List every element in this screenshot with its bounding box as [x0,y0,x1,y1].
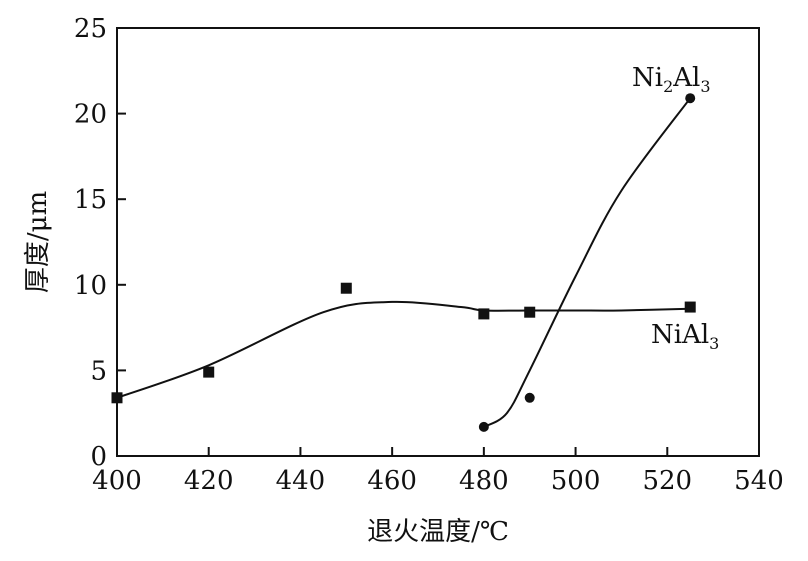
ni2al3-label-sub2: 3 [700,77,710,96]
ni2al3-label-part2: Al [672,63,700,93]
series-label-nial3: NiAl3 [651,320,719,353]
fit-curve-series-0 [116,300,691,399]
x-tick-label: 480 [459,466,509,496]
x-tick-label: 440 [276,466,326,496]
x-tick-label: 540 [734,466,784,496]
x-tick-label: 460 [367,466,417,496]
nial3-label-part: NiAl [651,320,709,350]
data-point-square [478,308,490,320]
data-point-circle [685,93,696,104]
data-point-square [203,366,215,378]
y-tick-label: 10 [74,271,107,301]
x-tick-label: 500 [551,466,601,496]
x-axis-title: 退火温度/℃ [367,517,509,547]
y-tick-label: 15 [74,185,107,215]
data-point-circle [524,392,535,403]
ni2al3-label-part: Ni [632,63,663,93]
fit-curve-series-1 [483,97,692,428]
data-point-square [340,282,352,294]
y-tick-label: 20 [74,100,107,130]
ni2al3-label-sub: 2 [663,77,673,96]
data-point-square [524,306,536,318]
data-point-square [111,392,123,404]
y-tick-label: 0 [90,442,107,472]
y-axis-title: 厚度/μm [23,191,53,293]
nial3-label-sub: 3 [709,334,719,353]
data-point-square [684,301,696,313]
data-point-circle [478,421,489,432]
x-tick-label: 520 [642,466,692,496]
x-tick-label: 420 [184,466,234,496]
plot-frame [116,27,760,457]
x-tick-label: 400 [92,466,142,496]
data-points [111,93,696,432]
y-tick-label: 25 [74,14,107,44]
axis-ticks: 400 420 440 460 480 500 520 540 0 5 10 15 20 25 [74,14,784,496]
y-tick-label: 5 [90,356,107,386]
fit-curves [116,97,692,428]
series-label-ni2al3: Ni2Al3 [632,63,711,96]
